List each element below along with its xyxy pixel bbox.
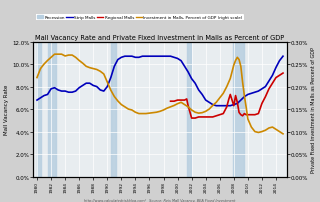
Bar bbox=[111, 42, 116, 177]
Title: Mall Vacancy Rate and Private Fixed Investment in Malls as Percent of GDP: Mall Vacancy Rate and Private Fixed Inve… bbox=[36, 35, 284, 41]
Y-axis label: Mall Vacancy Rate: Mall Vacancy Rate bbox=[4, 84, 9, 135]
Text: http://www.calculatedriskblog.com/   Source: Reis Mall Vacancy, BEA Fixed Invest: http://www.calculatedriskblog.com/ Sourc… bbox=[84, 198, 236, 202]
Bar bbox=[37, 42, 41, 177]
Legend: Recession, Strip Malls, Regional Malls, Investment in Malls, Percent of GDP (rig: Recession, Strip Malls, Regional Malls, … bbox=[36, 15, 244, 21]
Bar bbox=[187, 42, 191, 177]
Y-axis label: Private Fixed Investment in Malls as Percent of GDP: Private Fixed Investment in Malls as Per… bbox=[311, 47, 316, 172]
Bar bbox=[233, 42, 244, 177]
Bar bbox=[48, 42, 56, 177]
